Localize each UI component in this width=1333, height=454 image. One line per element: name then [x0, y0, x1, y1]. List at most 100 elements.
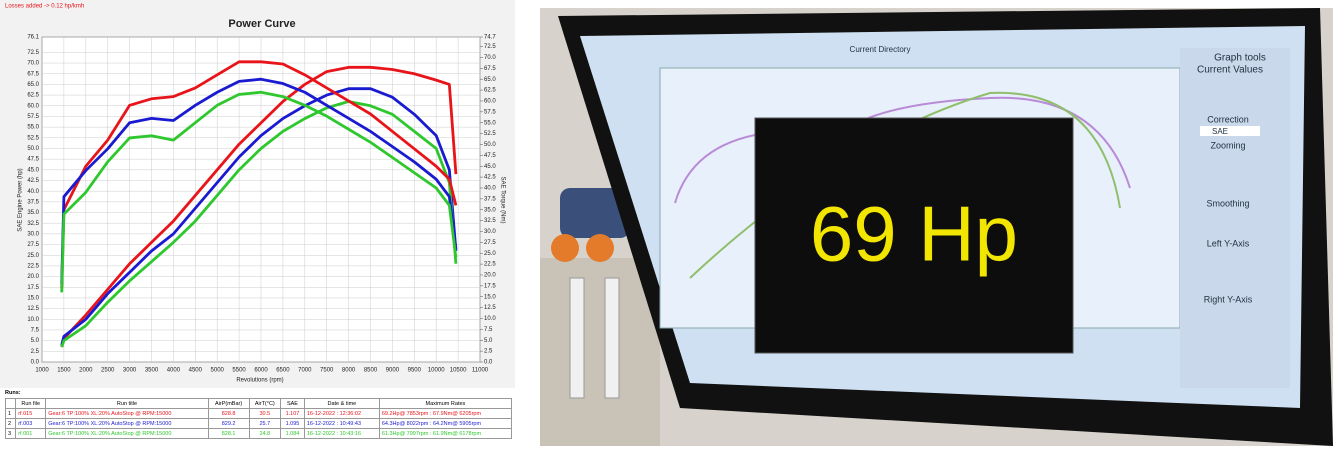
- x-tick-label: 2000: [79, 368, 93, 374]
- x-tick-label: 3500: [145, 368, 159, 374]
- table-cell: rf.015: [15, 408, 47, 419]
- x-tick-label: 8500: [364, 368, 378, 374]
- tool-panel: [1180, 48, 1290, 388]
- y-tick-label: 55.0: [27, 125, 39, 131]
- y-tick-label: 45.0: [27, 167, 39, 173]
- table-cell: 25.7: [248, 418, 282, 429]
- y-tick-label: 25.0: [27, 253, 39, 259]
- y-tick-label: 72.5: [27, 50, 39, 56]
- data-line: [60, 65, 458, 348]
- x-tick-label: 9500: [408, 368, 422, 374]
- data-line: [60, 87, 458, 346]
- chart-title: Power Curve: [228, 18, 295, 30]
- table-cell: 828.1: [207, 428, 250, 439]
- x-tick-label: 7500: [320, 368, 334, 374]
- table-cell: rf.001: [15, 428, 47, 439]
- y-tick-label: 60.0: [27, 103, 39, 109]
- y2-tick-label: 45.0: [484, 164, 496, 170]
- y2-tick-label: 55.0: [484, 120, 496, 126]
- row-index: 1: [4, 408, 17, 419]
- x-tick-label: 8000: [342, 368, 356, 374]
- header-cell: AirP(mBar): [207, 398, 250, 409]
- header-cell: AirT(°C): [248, 398, 282, 409]
- y2-tick-label: 74.7: [484, 35, 496, 41]
- x-tick-label: 9000: [386, 368, 400, 374]
- y-tick-label: 47.5: [27, 157, 39, 163]
- y2-tick-label: 57.5: [484, 109, 496, 115]
- table-cell: Gear:6 TP:100% XL:20% AutoStop @ RPM:150…: [45, 418, 209, 429]
- y-tick-label: 20.0: [27, 274, 39, 280]
- y-tick-label: 17.5: [27, 285, 39, 291]
- plug: [569, 277, 585, 399]
- table-cell: 16-12-2022 : 12:36:02: [303, 408, 380, 419]
- y-tick-label: 65.0: [27, 82, 39, 88]
- table-cell: 1.084: [280, 428, 305, 439]
- y2-tick-label: 65.0: [484, 77, 496, 83]
- chart: Losses added -> 0.12 hp/kmh Power Curve …: [0, 0, 515, 388]
- x-tick-label: 10500: [450, 368, 467, 374]
- y-axis-title: SAE Engine Power (hp): [18, 168, 24, 231]
- dyno-sign: [560, 188, 630, 238]
- stand: [540, 258, 660, 446]
- table-cell: 64.3Hp@ 8022rpm : 64.2Nm@ 5905rpm: [378, 418, 513, 429]
- x-tick-label: 2500: [101, 368, 115, 374]
- panel-subtitle: Current Values: [1197, 65, 1263, 76]
- y-tick-label: 7.5: [31, 328, 40, 334]
- y2-tick-label: 30.0: [484, 229, 496, 235]
- correction-value: SAE: [1212, 127, 1228, 136]
- y2-tick-label: 40.0: [484, 186, 496, 192]
- y2-tick-label: 52.5: [484, 131, 496, 137]
- y2-tick-label: 7.5: [484, 327, 493, 333]
- plug: [604, 277, 620, 399]
- y2-tick-label: 70.0: [484, 55, 496, 61]
- table-cell: rf.003: [15, 418, 47, 429]
- y-tick-label: 76.1: [27, 35, 39, 41]
- y2-tick-label: 27.5: [484, 240, 496, 246]
- y-tick-label: 37.5: [27, 199, 39, 205]
- overlay-box: [754, 117, 1074, 354]
- header-cell: Date & time: [303, 398, 380, 409]
- y2-tick-label: 12.5: [484, 305, 496, 311]
- overlay-text: 69 Hp: [810, 190, 1018, 278]
- table-cell: 829.2: [207, 418, 250, 429]
- y2-tick-label: 60.0: [484, 99, 496, 105]
- header-cell: SAE: [280, 398, 305, 409]
- data-line: [60, 60, 458, 289]
- header-cell: Run title: [45, 398, 209, 409]
- y2-tick-label: 50.0: [484, 142, 496, 148]
- correction-label: Correction: [1207, 114, 1249, 124]
- knob: [586, 234, 614, 262]
- y2-tick-label: 15.0: [484, 294, 496, 300]
- x-tick-label: 4000: [167, 368, 181, 374]
- table-cell: 1.095: [280, 418, 305, 429]
- header-cell: Run file: [15, 398, 47, 409]
- y-tick-label: 62.5: [27, 93, 39, 99]
- y-tick-label: 10.0: [27, 317, 39, 323]
- x-tick-label: 5000: [211, 368, 225, 374]
- table-cell: 24.8: [248, 428, 282, 439]
- x-tick-label: 7000: [298, 368, 312, 374]
- x-tick-label: 1500: [57, 368, 71, 374]
- table-cell: Gear:6 TP:100% XL:20% AutoStop @ RPM:150…: [45, 408, 209, 419]
- y2-tick-label: 0.0: [484, 360, 493, 366]
- y-tick-label: 50.0: [27, 146, 39, 152]
- y-tick-label: 35.0: [27, 210, 39, 216]
- y-tick-label: 5.0: [31, 338, 40, 344]
- y2-tick-label: 5.0: [484, 338, 493, 344]
- y2-tick-label: 72.5: [484, 44, 496, 50]
- y2-tick-label: 2.5: [484, 349, 493, 355]
- zooming-label: Zooming: [1210, 140, 1245, 150]
- y2-tick-label: 25.0: [484, 251, 496, 257]
- data-line: [60, 90, 458, 293]
- y2-tick-label: 17.5: [484, 283, 496, 289]
- x-tick-label: 3000: [123, 368, 137, 374]
- x-tick-label: 4500: [189, 368, 203, 374]
- y2-tick-label: 22.5: [484, 262, 496, 268]
- header-cell: Maximum Rates: [378, 398, 513, 409]
- data-line: [60, 100, 458, 348]
- row-index: 3: [4, 428, 17, 439]
- y-tick-label: 32.5: [27, 221, 39, 227]
- y-tick-label: 2.5: [31, 349, 40, 355]
- y2-tick-label: 62.5: [484, 88, 496, 94]
